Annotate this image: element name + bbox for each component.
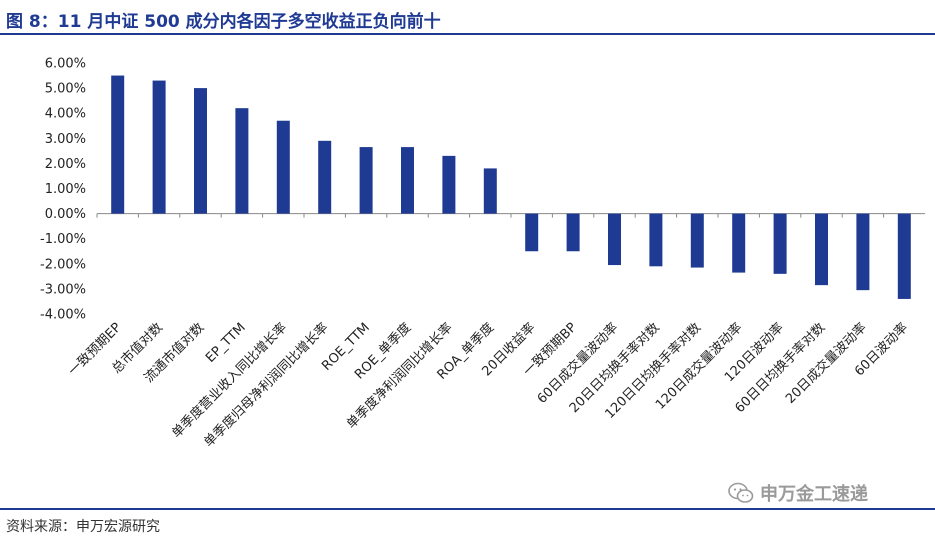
bar (608, 213, 621, 266)
y-tick-label: 1.00% (45, 182, 86, 197)
bar (152, 80, 166, 214)
bar (815, 213, 828, 286)
y-tick-label: -2.00% (40, 257, 86, 272)
bar (276, 120, 290, 214)
figure-title: 图 8：11 月中证 500 成分内各因子多空收益正负向前十 (6, 12, 441, 32)
bar (649, 213, 663, 267)
y-tick-label: 5.00% (45, 82, 86, 97)
title-divider (0, 33, 935, 35)
bar (235, 108, 249, 214)
bar (359, 147, 373, 214)
bar (442, 155, 456, 214)
bar-chart: 6.00% 5.00% 4.00% 3.00% 2.00% 1.00% 0.00% -1.00… (40, 57, 925, 450)
y-tick-label: 6.00% (45, 57, 86, 72)
bar (732, 213, 746, 273)
bar (690, 213, 704, 268)
bar (773, 213, 787, 274)
bar (318, 140, 332, 214)
y-tick-label: 4.00% (45, 107, 86, 122)
y-tick-label: -3.00% (40, 282, 86, 297)
y-tick-label: 3.00% (45, 132, 86, 147)
y-tick-label: -4.00% (40, 308, 86, 323)
wechat-icon (728, 482, 754, 503)
y-tick-label: 2.00% (45, 157, 86, 172)
bar (111, 75, 125, 214)
bar (897, 213, 911, 299)
bottom-divider (0, 508, 935, 510)
y-tick-label: 0.00% (45, 207, 86, 222)
bar (401, 147, 414, 214)
watermark: 申万金工速递 (728, 480, 868, 506)
bar (194, 88, 207, 214)
source-note: 资料来源：申万宏源研究 (6, 519, 160, 535)
figure-title-bar: 图 8：11 月中证 500 成分内各因子多空收益正负向前十 (0, 0, 935, 36)
y-tick-label: -1.00% (40, 232, 86, 247)
watermark-text: 申万金工速递 (760, 484, 868, 505)
bar (566, 213, 580, 252)
bar (525, 213, 539, 252)
bar (483, 168, 497, 214)
bar (856, 213, 870, 291)
